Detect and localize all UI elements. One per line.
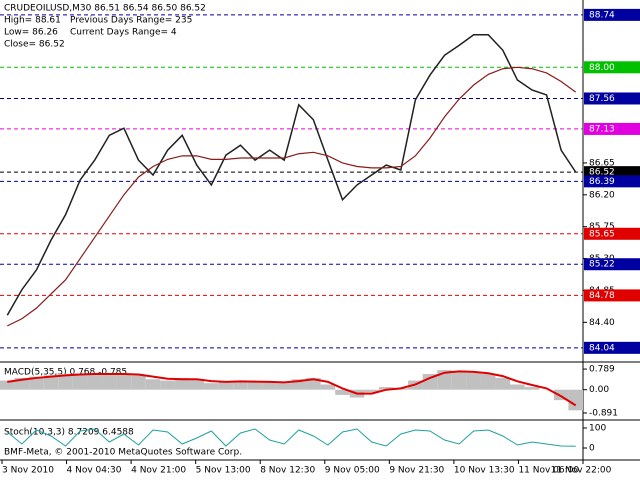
y-tick-label: 0.789: [589, 365, 615, 375]
level-label: 87.13: [589, 124, 615, 134]
level-box: [584, 8, 640, 21]
level-label: 88.74: [589, 10, 615, 20]
macd-bar: [131, 375, 146, 390]
macd-bar: [116, 373, 132, 390]
x-tick-label: 3 Nov 2010: [2, 466, 54, 476]
header-prev-range: Previous Days Range= 235: [70, 16, 192, 26]
y-tick-label: -0.891: [589, 408, 618, 418]
level-box: [584, 341, 640, 354]
macd-bar: [466, 372, 481, 390]
footer: BMF-Meta, © 2001-2010 MetaQuotes Softwar…: [4, 448, 242, 458]
y-tick-label: 86.65: [589, 158, 615, 168]
macd-bar: [204, 383, 219, 390]
macd-bar: [510, 384, 525, 390]
macd-bar: [422, 374, 438, 390]
macd-bar: [335, 389, 350, 395]
level-label: 86.39: [589, 177, 615, 187]
macd-bar: [276, 383, 292, 390]
level-box: [584, 61, 640, 74]
macd-bar: [174, 377, 190, 390]
level-box: [584, 258, 640, 271]
macd-bar: [553, 389, 569, 401]
macd-bar: [262, 381, 277, 390]
header-close: Close= 86.52: [4, 40, 65, 50]
level-label: 87.56: [589, 94, 615, 104]
level-box: [584, 122, 640, 135]
macd-bar: [29, 376, 44, 390]
macd-bar: [145, 379, 161, 390]
macd-bar: [218, 381, 234, 390]
macd-bar: [451, 371, 467, 390]
level-box: [584, 92, 640, 105]
stoch-label: Stoch(10,3,3) 8.7209 6.4588: [4, 428, 134, 438]
macd-bar: [495, 377, 511, 390]
macd-signal: [7, 370, 577, 407]
x-tick-label: 5 Nov 13:00: [196, 466, 251, 476]
level-box: [584, 166, 640, 179]
price-line: [6, 33, 577, 316]
header-high: High= 88.61: [4, 16, 61, 26]
level-box: [584, 175, 640, 188]
y-tick-label: 0.00: [589, 385, 609, 395]
macd-bar: [378, 387, 394, 390]
macd-bar: [291, 379, 307, 390]
x-tick-label: 9 Nov 21:30: [389, 466, 444, 476]
macd-label: MACD(5,35,5) 0.768 -0.785: [4, 368, 127, 378]
macd-bar: [0, 380, 15, 390]
macd-bar: [160, 380, 175, 390]
macd-bar: [247, 381, 263, 390]
x-tick-label: 11 Nov 22:00: [551, 466, 612, 476]
header-curr-range: Current Days Range= 4: [70, 28, 177, 38]
level-label: 84.78: [589, 291, 615, 301]
level-label: 84.04: [589, 343, 615, 353]
level-label: 88.00: [589, 63, 615, 73]
macd-bar: [14, 377, 30, 390]
level-box: [584, 227, 640, 240]
macd-bar: [568, 389, 583, 411]
macd-bar: [58, 374, 73, 390]
x-tick-label: 4 Nov 21:00: [131, 466, 186, 476]
macd-bar: [43, 375, 59, 390]
stoch-line: [6, 428, 576, 447]
macd-bar: [306, 377, 321, 390]
macd-bar: [72, 373, 88, 390]
x-tick-label: 8 Nov 12:30: [260, 466, 315, 476]
macd-bar: [364, 389, 379, 393]
macd-bar: [320, 384, 336, 390]
macd-bar: [87, 374, 103, 390]
macd-bar: [189, 379, 205, 390]
x-tick-label: 11 Nov 06:00: [518, 466, 579, 476]
level-label: 85.65: [589, 229, 615, 239]
x-tick-label: 4 Nov 04:30: [67, 466, 122, 476]
y-tick-label: 85.75: [589, 222, 615, 232]
y-tick-label: 0: [589, 444, 595, 454]
x-tick-label: 9 Nov 05:00: [325, 466, 380, 476]
macd-bar: [524, 387, 540, 390]
macd-bar: [233, 380, 248, 390]
macd-bar: [480, 374, 496, 390]
y-tick-label: 86.20: [589, 190, 615, 200]
header-low: Low= 86.26: [4, 28, 58, 38]
y-tick-label: 84.40: [589, 318, 615, 328]
price-line: [7, 66, 577, 327]
y-tick-label: 100: [589, 424, 606, 434]
header-symbol: CRUDEOILUSD,M30 86.51 86.54 86.50 86.52: [4, 4, 206, 14]
macd-bar: [102, 374, 117, 390]
x-tick-label: 10 Nov 13:30: [454, 466, 515, 476]
level-box: [584, 289, 640, 302]
level-label: 85.22: [589, 260, 615, 270]
level-label: 86.52: [589, 168, 615, 178]
